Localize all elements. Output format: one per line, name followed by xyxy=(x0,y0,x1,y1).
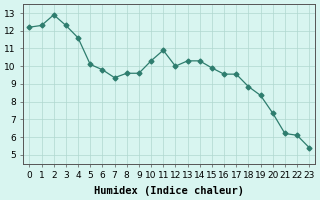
X-axis label: Humidex (Indice chaleur): Humidex (Indice chaleur) xyxy=(94,186,244,196)
